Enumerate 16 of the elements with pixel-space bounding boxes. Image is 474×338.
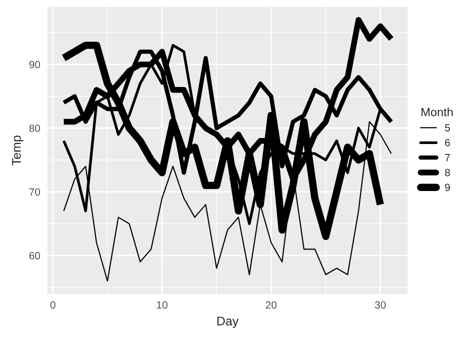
x-tick-label: 0 [50,301,56,309]
legend-label: 8 [445,168,450,176]
x-tick-label: 10 [157,301,168,309]
y-axis-title: Temp [12,136,24,166]
x-axis-title: Day [217,316,239,328]
legend-label: 5 [444,124,450,132]
y-tick-label: 80 [29,124,40,132]
legend-label: 6 [445,139,450,146]
legend-label: 7 [445,154,450,162]
x-tick-label: 30 [374,301,386,309]
legend-title: Month [422,108,453,116]
legend-label: 9 [445,184,450,192]
y-tick-label: 90 [29,60,40,68]
y-tick-label: 60 [29,252,40,260]
y-tick-label: 70 [29,188,40,196]
x-tick-label: 20 [266,301,277,309]
